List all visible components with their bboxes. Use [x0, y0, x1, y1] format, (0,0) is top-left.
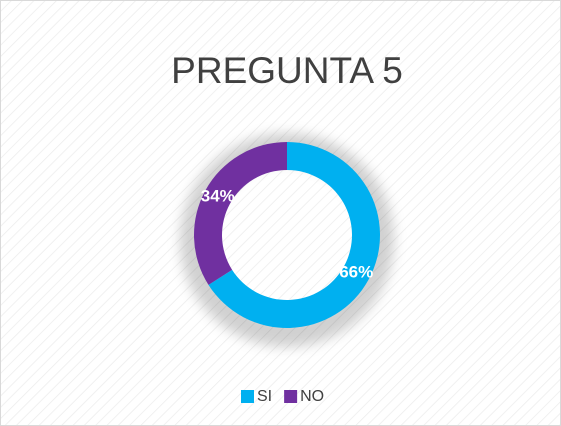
data-label: 34%: [201, 186, 235, 205]
data-label: 66%: [339, 263, 373, 282]
legend-swatch: [284, 390, 298, 403]
chart-title: PREGUNTA 5: [171, 50, 403, 91]
legend-label: SI: [257, 388, 272, 405]
legend-label: NO: [300, 388, 324, 405]
donut-slice: [194, 142, 287, 285]
donut-slice: [208, 142, 381, 328]
legend-swatch: [241, 390, 254, 403]
